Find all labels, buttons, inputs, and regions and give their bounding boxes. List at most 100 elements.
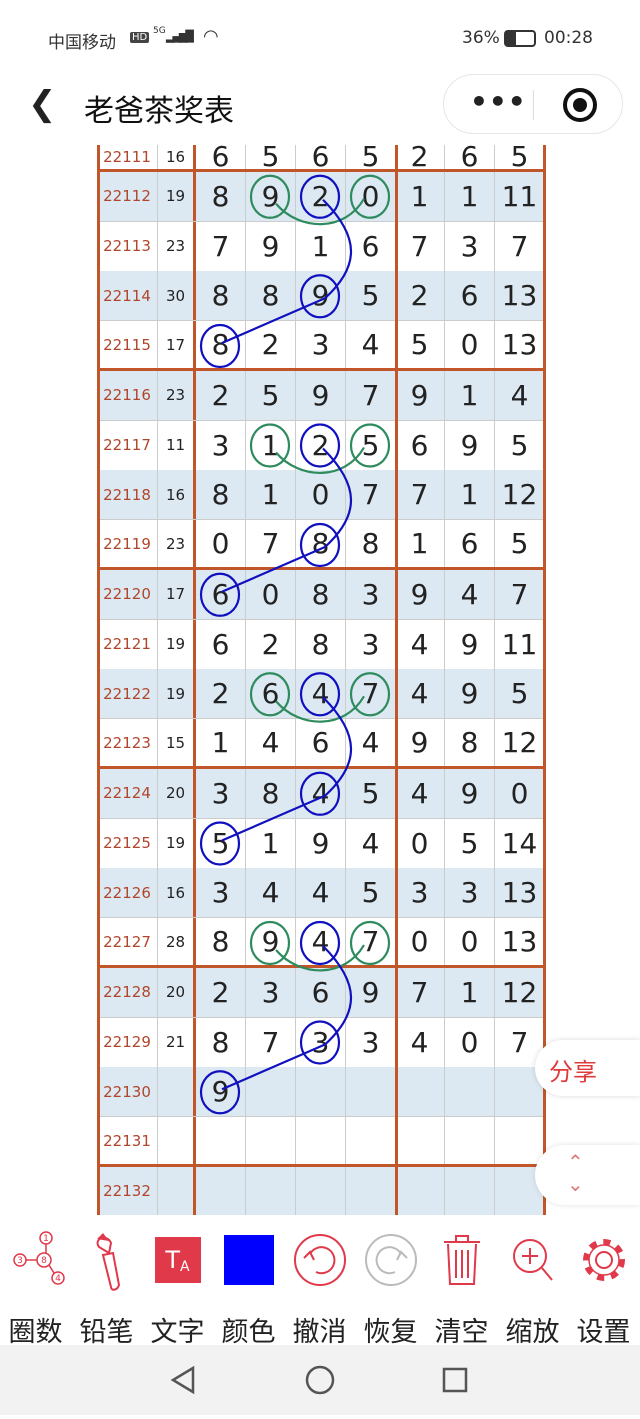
tool-text[interactable]: T A 文字 (142, 1225, 213, 1348)
carrier: 中国移动 (48, 33, 116, 53)
color-swatch-icon (213, 1225, 284, 1295)
sum-cell: 19 (158, 171, 196, 221)
extra-cell: 9 (395, 569, 445, 619)
table-row: 22131 (97, 1117, 545, 1167)
tool-redo[interactable]: 恢复 (355, 1225, 426, 1348)
digit-cell: 2 (296, 420, 346, 470)
extra-cell: 0 (395, 918, 445, 965)
extra-cell: 9 (445, 768, 495, 818)
status-bar: 中国移动 HD 5G ▂▄▆█ ◠ 36% 00:28 (0, 0, 640, 70)
extra-cell: 5 (445, 818, 495, 868)
app-header: ❮ 老爸茶奖表 ••• (0, 70, 640, 145)
extra-cell: 8 (445, 719, 495, 766)
period-cell: 22121 (97, 619, 158, 669)
trash-icon (426, 1225, 497, 1295)
period-cell: 22118 (97, 470, 158, 520)
mini-program-capsule: ••• (443, 74, 623, 134)
tool-circle-numbers[interactable]: 1 8 3 4 圈数 (0, 1225, 71, 1348)
blue-circle (199, 323, 241, 369)
table-row: 22130 9 (97, 1067, 545, 1118)
digit-cell: 2 (246, 619, 296, 669)
more-dots-icon[interactable]: ••• (470, 85, 527, 118)
extra-cell: 4 (395, 768, 445, 818)
table-row: 22126 16 3 4 4 5 3 3 13 (97, 868, 545, 919)
digit-cell: 8 (296, 569, 346, 619)
extra-cell: 13 (495, 271, 545, 321)
sum-cell: 19 (158, 669, 196, 719)
period-cell: 22119 (97, 520, 158, 567)
share-button[interactable]: 分享 (535, 1040, 640, 1096)
drawing-annotations (199, 174, 391, 1115)
extra-cell: 1 (395, 520, 445, 567)
page-title: 老爸茶奖表 (84, 94, 234, 129)
digit-cell: 9 (246, 918, 296, 965)
extra-cell: 4 (445, 569, 495, 619)
tool-color-swatch[interactable]: 颜色 (213, 1225, 284, 1348)
table-border (543, 145, 546, 1215)
green-arc (275, 446, 365, 474)
battery-icon (504, 30, 536, 47)
tool-zoom-in[interactable]: 缩放 (497, 1225, 568, 1348)
digit-cell: 4 (246, 719, 296, 766)
table-row: 22117 11 3 1 2 5 6 9 5 (97, 420, 545, 471)
digit-cell: 6 (296, 145, 346, 169)
redo-icon (355, 1225, 426, 1295)
up-down-arrows-icon[interactable]: ⌃ ⌄ (535, 1145, 640, 1205)
table-row: 22115 17 8 2 3 4 5 0 13 (97, 321, 545, 371)
digit-cell (296, 1117, 346, 1164)
nav-recent-icon[interactable] (442, 1367, 468, 1393)
extra-cell (395, 1117, 445, 1164)
green-circle (349, 672, 391, 717)
green-arc (275, 198, 365, 226)
tool-gear[interactable]: 设置 (568, 1225, 639, 1348)
tool-label: 恢复 (363, 1317, 418, 1348)
blue-circle (299, 174, 341, 219)
svg-text:1: 1 (43, 1234, 49, 1244)
network-badge: 5G (153, 26, 166, 36)
digit-cell: 7 (196, 221, 246, 271)
tool-trash[interactable]: 清空 (426, 1225, 497, 1348)
extra-cell: 3 (445, 221, 495, 271)
period-cell: 22113 (97, 221, 158, 271)
digit-cell (246, 1166, 296, 1215)
extra-cell: 9 (445, 619, 495, 669)
table-row: 22122 19 2 6 4 7 4 9 5 (97, 669, 545, 720)
green-circle (249, 672, 291, 717)
nav-home-icon[interactable] (305, 1365, 335, 1395)
lottery-table[interactable]: 22111 16 6 5 6 5 2 6 5 22112 19 8 9 2 0 1 1 11 22113 23 7 9 1 6… (0, 145, 640, 1215)
digit-cell: 2 (196, 669, 246, 719)
digit-cell: 7 (246, 1017, 296, 1067)
close-target-icon[interactable] (563, 88, 597, 122)
extra-cell: 1 (395, 171, 445, 221)
blue-circle (199, 1070, 241, 1115)
sum-cell: 30 (158, 271, 196, 321)
extra-cell: 2 (395, 271, 445, 321)
sum-cell: 28 (158, 918, 196, 965)
sum-cell: 19 (158, 619, 196, 669)
digit-cell: 6 (196, 145, 246, 169)
nav-back-icon[interactable] (170, 1365, 195, 1395)
digit-cell: 0 (296, 470, 346, 520)
blue-circle (299, 672, 341, 717)
digit-cell: 5 (196, 818, 246, 868)
sum-cell: 20 (158, 768, 196, 818)
blue-line (221, 447, 353, 593)
table-row: 22113 23 7 9 1 6 7 3 7 (97, 221, 545, 272)
digit-cell (196, 1166, 246, 1215)
back-icon[interactable]: ❮ (28, 84, 57, 124)
extra-cell: 1 (445, 370, 495, 420)
digit-cell: 9 (246, 221, 296, 271)
extra-cell: 2 (395, 145, 445, 169)
digit-cell: 1 (296, 221, 346, 271)
digit-cell: 4 (296, 868, 346, 918)
digit-cell: 2 (196, 370, 246, 420)
sum-cell: 19 (158, 818, 196, 868)
sum-cell: 16 (158, 868, 196, 918)
tool-pencil-brush[interactable]: 铅笔 (71, 1225, 142, 1348)
table-border (97, 145, 100, 1215)
tool-undo[interactable]: 撤消 (284, 1225, 355, 1348)
digit-cell: 8 (246, 768, 296, 818)
extra-cell: 12 (495, 967, 545, 1017)
digit-cell: 3 (196, 768, 246, 818)
